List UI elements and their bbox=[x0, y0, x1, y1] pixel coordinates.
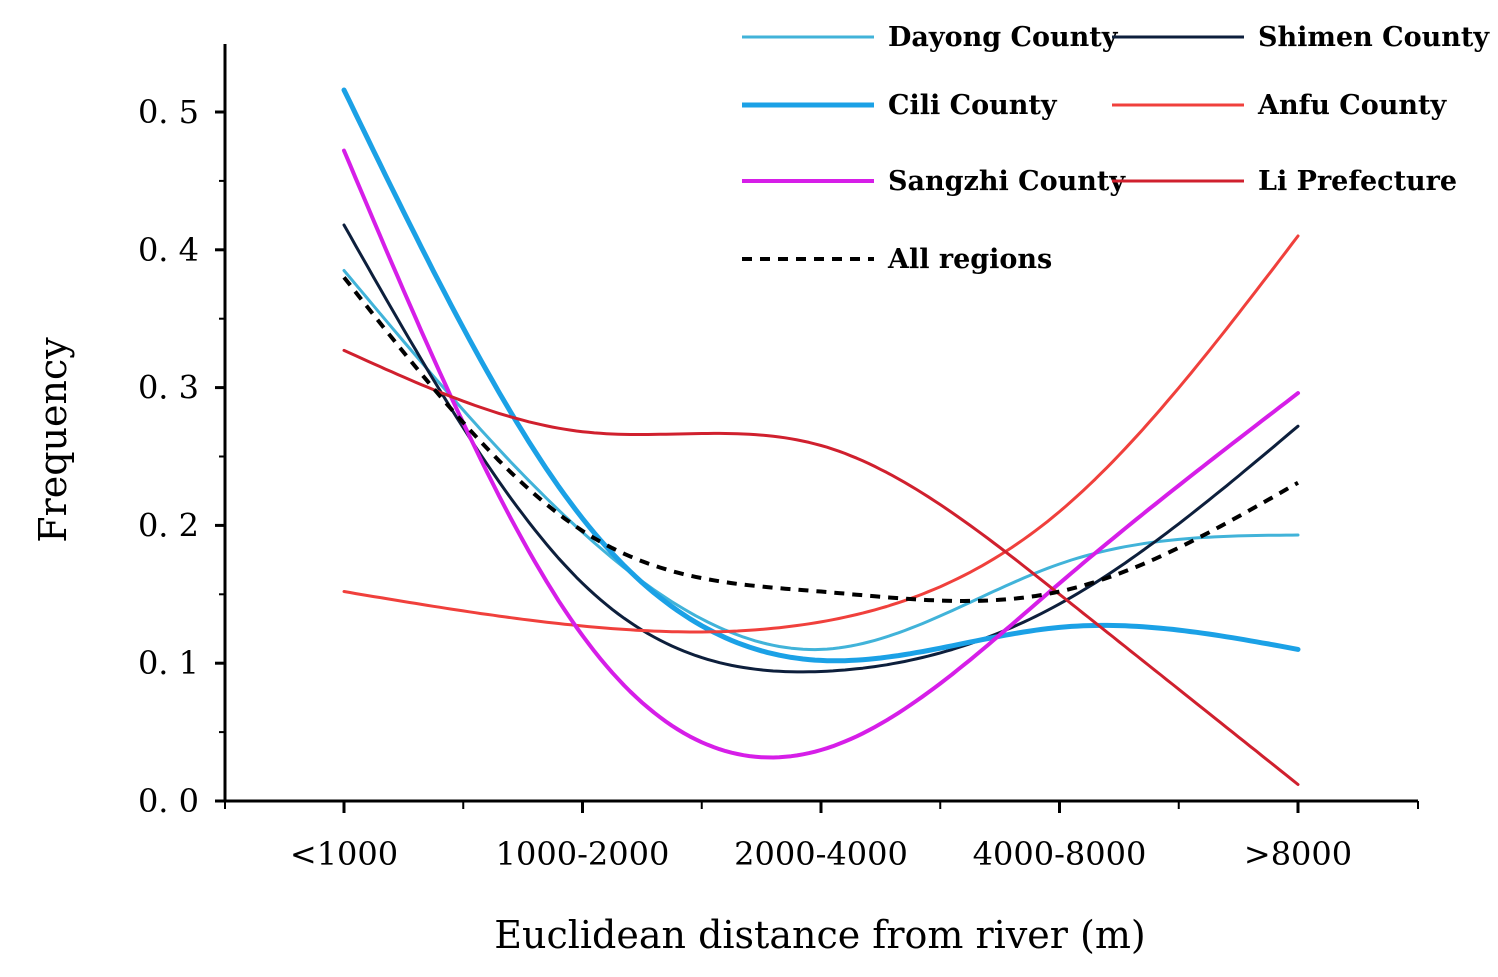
y-axis-title: Frequency bbox=[31, 337, 75, 543]
series-line-sangzhi-county bbox=[342, 148, 1300, 760]
series-layer bbox=[341, 87, 1301, 786]
legend-label: Shimen County bbox=[1258, 22, 1490, 53]
legend-item: Dayong County bbox=[742, 22, 1119, 53]
series-line-all-regions bbox=[342, 276, 1299, 603]
legend-item: Shimen County bbox=[1112, 22, 1490, 53]
axes bbox=[223, 44, 1418, 803]
legend-item: Cili County bbox=[742, 90, 1058, 121]
legend-item: Anfu County bbox=[1112, 90, 1447, 121]
x-tick-label: 1000-2000 bbox=[496, 835, 670, 873]
y-tick-label: 0. 1 bbox=[138, 644, 199, 682]
legend-item: Sangzhi County bbox=[742, 166, 1126, 197]
legend-label: All regions bbox=[887, 244, 1052, 275]
y-tick-label: 0. 2 bbox=[138, 506, 199, 544]
x-tick-label: >8000 bbox=[1244, 835, 1352, 873]
ticks: 0. 0 0. 1 0. 2 0. 3 0. 4 0. 5 <1000 1000-2000 20… bbox=[138, 93, 1419, 873]
x-tick-label: <1000 bbox=[290, 835, 398, 873]
legend-label: Dayong County bbox=[888, 22, 1119, 53]
series-line-anfu-county bbox=[342, 234, 1300, 634]
y-tick-label: 0. 5 bbox=[138, 93, 199, 131]
series-line-shimen-county bbox=[342, 223, 1300, 674]
legend-item: Li Prefecture bbox=[1112, 166, 1457, 197]
legend-label: Li Prefecture bbox=[1258, 166, 1457, 197]
y-tick-label: 0. 0 bbox=[138, 782, 199, 820]
legend-label: Cili County bbox=[888, 90, 1058, 121]
x-tick-label: 2000-4000 bbox=[734, 835, 908, 873]
series-line-dayong-county bbox=[342, 269, 1300, 652]
legend: Dayong County Shimen County Cili County Anf… bbox=[742, 22, 1490, 275]
y-tick-label: 0. 4 bbox=[138, 231, 199, 269]
series-line-li-prefecture bbox=[342, 348, 1300, 786]
legend-label: Sangzhi County bbox=[888, 166, 1126, 197]
x-axis-title: Euclidean distance from river (m) bbox=[494, 913, 1145, 957]
y-tick-label: 0. 3 bbox=[138, 369, 199, 407]
x-tick-label: 4000-8000 bbox=[973, 835, 1147, 873]
legend-item: All regions bbox=[742, 244, 1052, 275]
legend-label: Anfu County bbox=[1257, 90, 1447, 121]
series-line-cili-county bbox=[341, 87, 1301, 664]
